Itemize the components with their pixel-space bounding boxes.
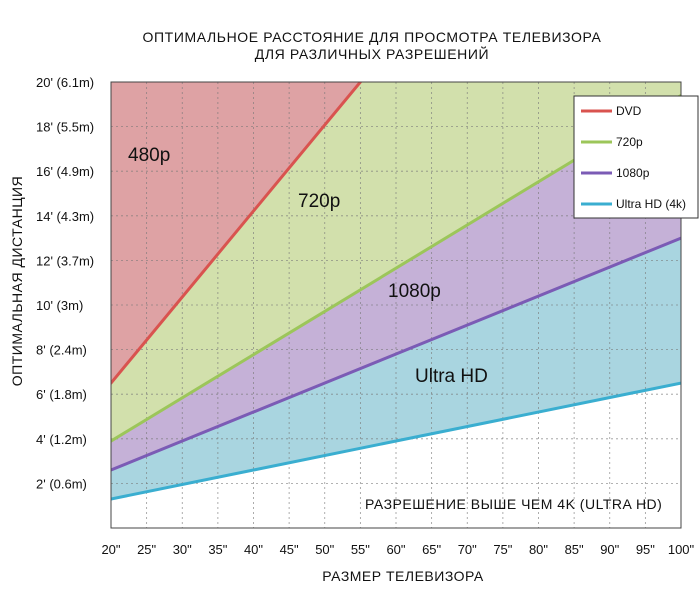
x-tick-label: 40" bbox=[244, 542, 263, 557]
region-label-ultra-hd: Ultra HD bbox=[415, 366, 488, 387]
x-tick-label: 65" bbox=[422, 542, 441, 557]
chart-subtitle: ДЛЯ РАЗЛИЧНЫХ РАЗРЕШЕНИЙ bbox=[255, 45, 489, 62]
region-720p bbox=[111, 82, 681, 442]
y-tick-label: 14' (4.3m) bbox=[36, 209, 94, 224]
x-tick-label: 95" bbox=[636, 542, 655, 557]
x-tick-label: 60" bbox=[386, 542, 405, 557]
region-label-1080p: 1080p bbox=[388, 281, 441, 302]
x-tick-label: 50" bbox=[315, 542, 334, 557]
x-tick-label: 55" bbox=[351, 542, 370, 557]
y-tick-label: 2' (0.6m) bbox=[36, 476, 87, 491]
y-tick-label: 8' (2.4m) bbox=[36, 343, 87, 358]
y-axis-title: ОПТИМАЛЬНАЯ ДИСТАНЦИЯ bbox=[9, 176, 25, 386]
y-tick-label: 18' (5.5m) bbox=[36, 120, 94, 135]
x-tick-label: 20" bbox=[101, 542, 120, 557]
x-tick-label: 45" bbox=[280, 542, 299, 557]
x-tick-label: 90" bbox=[600, 542, 619, 557]
x-axis-title: РАЗМЕР ТЕЛЕВИЗОРА bbox=[322, 568, 484, 584]
series-line-ultra-hd-4k bbox=[111, 381, 681, 501]
x-tick-label: 35" bbox=[208, 542, 227, 557]
legend-label: DVD bbox=[616, 104, 642, 118]
y-tick-label: 12' (3.7m) bbox=[36, 253, 94, 268]
legend-label: 720p bbox=[616, 135, 643, 149]
x-tick-label: 85" bbox=[565, 542, 584, 557]
series-line-dvd bbox=[111, 82, 362, 385]
annotation-above-4k: РАЗРЕШЕНИЕ ВЫШЕ ЧЕМ 4K (ULTRA HD) bbox=[365, 496, 662, 512]
y-tick-label: 20' (6.1m) bbox=[36, 75, 94, 90]
x-tick-label: 100" bbox=[668, 542, 695, 557]
region-label-480p: 480p bbox=[128, 145, 170, 166]
x-tick-label: 70" bbox=[458, 542, 477, 557]
y-tick-label: 10' (3m) bbox=[36, 298, 83, 313]
y-tick-label: 6' (1.8m) bbox=[36, 387, 87, 402]
series-line-1080p bbox=[111, 236, 681, 472]
x-tick-label: 30" bbox=[173, 542, 192, 557]
region-label-720p: 720p bbox=[298, 191, 340, 212]
y-tick-label: 16' (4.9m) bbox=[36, 164, 94, 179]
x-tick-label: 75" bbox=[493, 542, 512, 557]
chart-title: ОПТИМАЛЬНОЕ РАССТОЯНИЕ ДЛЯ ПРОСМОТРА ТЕЛ… bbox=[143, 29, 602, 45]
y-tick-label: 4' (1.2m) bbox=[36, 432, 87, 447]
legend-box bbox=[573, 95, 699, 219]
legend-label: 1080p bbox=[616, 166, 650, 180]
plot-frame bbox=[110, 81, 682, 529]
legend: DVD 720p 1080p Ultra HD (4k) bbox=[573, 95, 699, 219]
x-tick-label: 80" bbox=[529, 542, 548, 557]
x-tick-label: 25" bbox=[137, 542, 156, 557]
legend-label: Ultra HD (4k) bbox=[616, 197, 686, 211]
